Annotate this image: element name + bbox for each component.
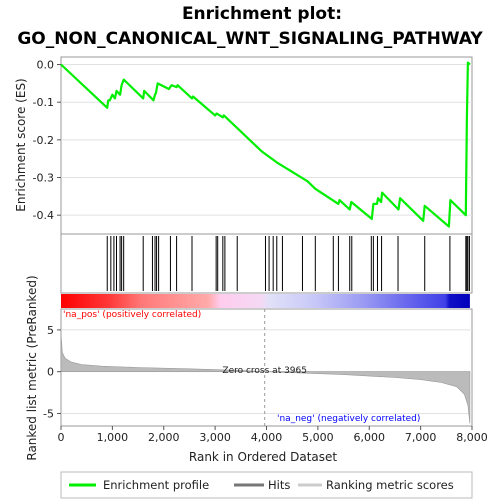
legend-hits-label: Hits [268, 478, 290, 492]
ranking-metric-area [60, 333, 471, 424]
chart-title-line1: Enrichment plot: [182, 4, 342, 24]
x-tick-label: 7,000 [405, 431, 437, 444]
x-tick-label: 0 [58, 431, 65, 444]
es-tick-label: 0.0 [37, 59, 55, 72]
pos-correlated-label: 'na_pos' (positively correlated) [63, 310, 201, 320]
es-tick-label: -0.3 [33, 172, 54, 185]
enrichment-profile-line [60, 61, 471, 228]
legend: Enrichment profile Hits Ranking metric s… [60, 471, 473, 499]
x-tick-label: 1,000 [97, 431, 129, 444]
hits-panel [60, 233, 473, 294]
x-tick-label: 6,000 [354, 431, 386, 444]
legend-metric-label: Ranking metric scores [326, 478, 454, 492]
x-axis-ticks: 0 1,000 2,000 3,000 4,000 5,000 6,000 7,000 8,00… [58, 426, 488, 444]
x-tick-label: 3,000 [199, 431, 231, 444]
legend-enrichment-label: Enrichment profile [103, 478, 209, 492]
enrichment-grid [61, 64, 472, 216]
hits-panel-frame [60, 233, 473, 294]
enrichment-y-label: Enrichment score (ES) [14, 78, 28, 211]
es-tick-label: -0.4 [33, 209, 54, 222]
x-tick-label: 2,000 [148, 431, 180, 444]
enrichment-panel: 0.0 -0.1 -0.2 -0.3 -0.4 Enrichment score (ES… [14, 56, 473, 235]
rank-color-bar [61, 294, 470, 308]
legend-frame [60, 471, 473, 499]
metric-tick-label: -5 [43, 407, 54, 420]
metric-panel: 5 0 -5 'na_pos' (positively correlated) 'n… [25, 275, 473, 461]
metric-y-label: Ranked list metric (PreRanked) [25, 275, 39, 460]
neg-correlated-label: 'na_neg' (negatively correlated) [277, 414, 420, 424]
es-tick-label: -0.1 [33, 96, 54, 109]
metric-y-ticks: 5 0 -5 [43, 324, 61, 420]
enrichment-y-ticks: 0.0 -0.1 -0.2 -0.3 -0.4 [33, 59, 61, 222]
hit-markers [106, 236, 470, 291]
x-tick-label: 8,000 [456, 431, 488, 444]
metric-tick-label: 0 [47, 366, 54, 379]
x-axis-label: Rank in Ordered Dataset [189, 450, 337, 464]
x-tick-label: 5,000 [302, 431, 334, 444]
metric-tick-label: 5 [47, 324, 54, 337]
chart-title-line2: GO_NON_CANONICAL_WNT_SIGNALING_PATHWAY [17, 29, 483, 49]
x-tick-label: 4,000 [251, 431, 283, 444]
zero-cross-label: Zero cross at 3965 [222, 366, 307, 376]
es-tick-label: -0.2 [33, 134, 54, 147]
